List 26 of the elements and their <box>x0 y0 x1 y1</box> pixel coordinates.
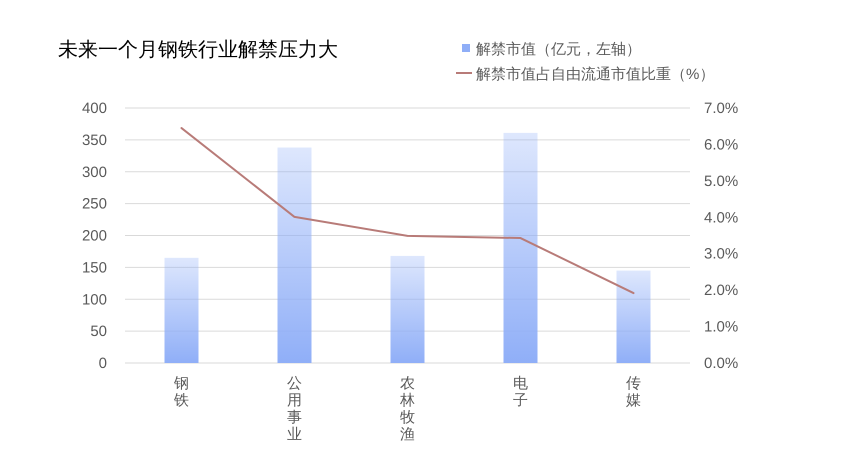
y-tick-label: 300 <box>82 164 107 181</box>
y2-tick-label: 0.0% <box>704 355 738 372</box>
x-tick-label: 电子 <box>513 375 528 409</box>
x-tick-label: 传媒 <box>626 375 641 409</box>
y-tick-label: 0 <box>98 355 107 372</box>
y2-tick-label: 6.0% <box>704 136 738 154</box>
legend-label: 解禁市值（亿元，左轴） <box>476 41 641 58</box>
y-tick-label: 150 <box>82 259 107 276</box>
y2-tick-label: 5.0% <box>704 172 738 190</box>
chart-title: 未来一个月钢铁行业解禁压力大 <box>58 39 338 61</box>
y-tick-label: 200 <box>82 228 107 244</box>
y-tick-label: 400 <box>82 100 107 117</box>
y2-tick-label: 2.0% <box>704 282 738 300</box>
y-tick-label: 250 <box>82 196 107 213</box>
y-tick-label: 350 <box>82 132 107 149</box>
y2-tick-label: 4.0% <box>704 209 738 226</box>
x-tick-label: 农林牧渔 <box>399 375 415 443</box>
line-series <box>180 127 634 294</box>
y2-tick-label: 7.0% <box>704 100 738 117</box>
y2-tick-label: 3.0% <box>704 246 738 263</box>
x-tick-label: 公用事业 <box>287 375 302 443</box>
y2-tick-label: 1.0% <box>704 318 738 336</box>
y-tick-label: 50 <box>90 323 107 340</box>
x-tick-label: 钢铁 <box>173 375 189 409</box>
y-tick-label: 100 <box>82 291 107 308</box>
legend-label: 解禁市值占自由流通市值比重（%） <box>476 66 714 83</box>
